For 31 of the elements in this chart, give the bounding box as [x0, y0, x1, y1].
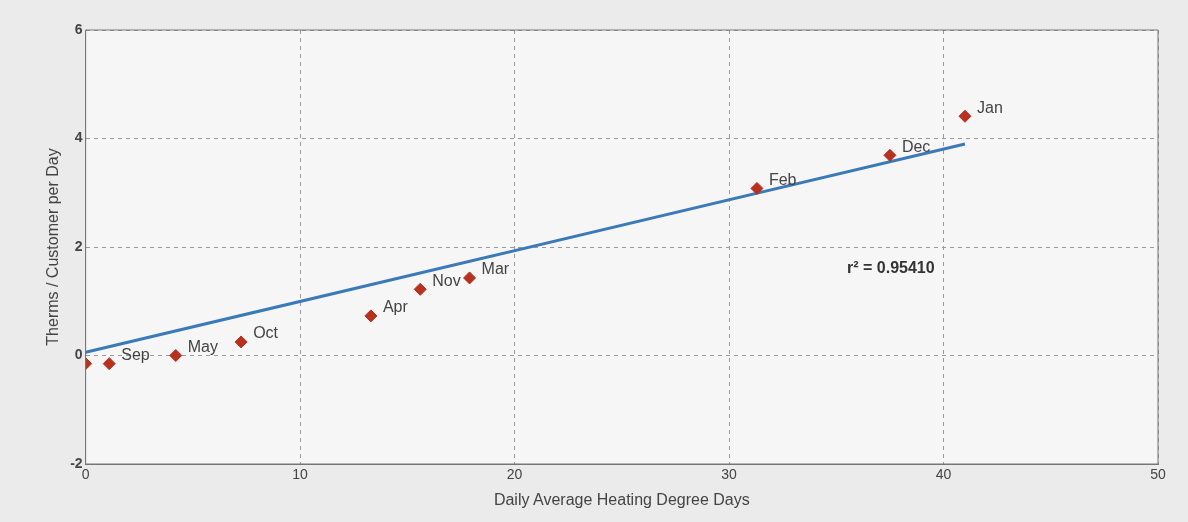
- annotation: Mar: [481, 260, 510, 278]
- point: [102, 357, 116, 371]
- y-axis-title: Therms / Customer per Day: [44, 148, 62, 346]
- point: [234, 335, 248, 349]
- point: [169, 349, 183, 362]
- annotation: Sep: [121, 346, 150, 364]
- x-tick-label: 10: [292, 466, 309, 483]
- x-tick-label: 20: [506, 466, 523, 483]
- x-tick-label: 30: [721, 466, 738, 483]
- point: [413, 282, 427, 296]
- point: [463, 271, 477, 285]
- point: [750, 181, 764, 195]
- y-tick-label: 4: [74, 129, 83, 146]
- y-tick-label: 0: [74, 346, 83, 363]
- x-axis-title: Daily Average Heating Degree Days: [493, 490, 750, 508]
- annotation: May: [187, 337, 218, 355]
- annotation: Dec: [901, 137, 931, 155]
- annotation: Feb: [768, 170, 797, 188]
- annotation: Nov: [432, 271, 461, 289]
- y-tick-label: -2: [70, 454, 83, 471]
- x-tick-label: 50: [1150, 466, 1166, 483]
- point: [364, 309, 378, 323]
- annotation: Apr: [382, 298, 409, 316]
- annotation: Jan: [976, 98, 1003, 116]
- y-tick-label: 6: [74, 20, 83, 37]
- annotation: r² = 0.95410: [847, 259, 935, 277]
- x-tick-label: 40: [935, 466, 952, 483]
- y-tick-label: 2: [74, 237, 83, 254]
- point: [883, 148, 897, 162]
- point: [958, 109, 972, 123]
- annotation: Oct: [253, 324, 279, 342]
